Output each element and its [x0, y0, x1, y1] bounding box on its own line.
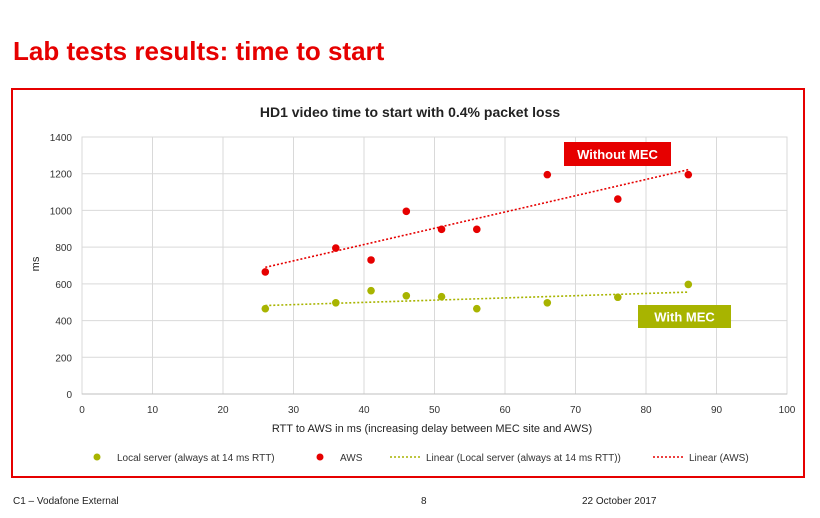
trendline: [265, 291, 689, 307]
data-point: [543, 298, 552, 307]
y-tick-label: 1200: [50, 170, 73, 181]
x-tick-label: 90: [711, 405, 723, 416]
trendlines: [265, 168, 689, 307]
y-tick-label: 400: [55, 317, 72, 328]
y-axis-label: ms: [30, 256, 42, 271]
data-point: [473, 304, 481, 313]
data-point: [402, 291, 411, 300]
x-tick-label: 10: [147, 405, 159, 416]
data-point: [437, 225, 446, 234]
data-point: [261, 268, 270, 276]
scatter-chart: HD1 video time to start with 0.4% packet…: [30, 104, 796, 464]
data-point: [614, 195, 622, 203]
x-tick-label: 70: [570, 405, 582, 416]
x-tick-label: 60: [499, 405, 511, 416]
x-tick-label: 0: [79, 405, 85, 416]
data-point: [332, 298, 340, 307]
data-point: [437, 292, 446, 301]
data-point: [402, 207, 411, 216]
data-point: [261, 304, 270, 313]
y-tick-label: 1400: [50, 133, 73, 144]
annotations: Without MEC With MEC: [564, 142, 731, 328]
trendline: [265, 168, 689, 269]
grid: [81, 136, 788, 395]
y-tick-label: 800: [55, 243, 72, 254]
data-point: [367, 256, 375, 264]
data-point: [684, 170, 693, 179]
y-tick-label: 600: [55, 280, 72, 291]
x-tick-label: 50: [429, 405, 441, 416]
legend-label: AWS: [340, 453, 363, 464]
chart-title: HD1 video time to start with 0.4% packet…: [260, 104, 561, 120]
annotation-box: [638, 305, 731, 328]
legend-label: Linear (Local server (always at 14 ms RT…: [426, 453, 621, 464]
annotation-label: With MEC: [654, 310, 715, 325]
legend-marker: [316, 453, 324, 461]
slide-title: Lab tests results: time to start: [13, 36, 385, 66]
annotation-label: Without MEC: [577, 147, 658, 162]
x-tick-label: 20: [217, 405, 229, 416]
legend-marker: [93, 453, 101, 461]
y-tick-label: 0: [66, 390, 72, 401]
data-point: [684, 280, 693, 289]
x-tick-label: 80: [640, 405, 652, 416]
data-point: [367, 286, 375, 295]
chart-frame: HD1 video time to start with 0.4% packet…: [11, 88, 805, 478]
legend[interactable]: Local server (always at 14 ms RTT) AWS Lin…: [93, 453, 749, 464]
footer-page-number: 8: [421, 496, 427, 507]
data-point: [543, 170, 552, 179]
x-tick-label: 30: [288, 405, 300, 416]
legend-label: Local server (always at 14 ms RTT): [117, 453, 275, 464]
legend-label: Linear (AWS): [689, 453, 749, 464]
x-tick-label: 100: [779, 405, 796, 416]
footer-date: 22 October 2017: [582, 496, 657, 507]
x-tick-label: 40: [358, 405, 370, 416]
x-axis-label: RTT to AWS in ms (increasing delay betwe…: [272, 423, 592, 435]
footer-classification: C1 – Vodafone External: [13, 496, 119, 507]
data-point: [473, 225, 481, 234]
tick-labels: 0 200 400 600 800 1000 1200 1400 0 10 20 30 40 50 60 70…: [50, 133, 796, 416]
annotation-box: [564, 142, 671, 166]
y-tick-label: 200: [55, 353, 72, 364]
y-tick-label: 1000: [50, 206, 73, 217]
data-points: [261, 170, 693, 313]
data-point: [332, 244, 340, 252]
data-point: [614, 293, 622, 302]
